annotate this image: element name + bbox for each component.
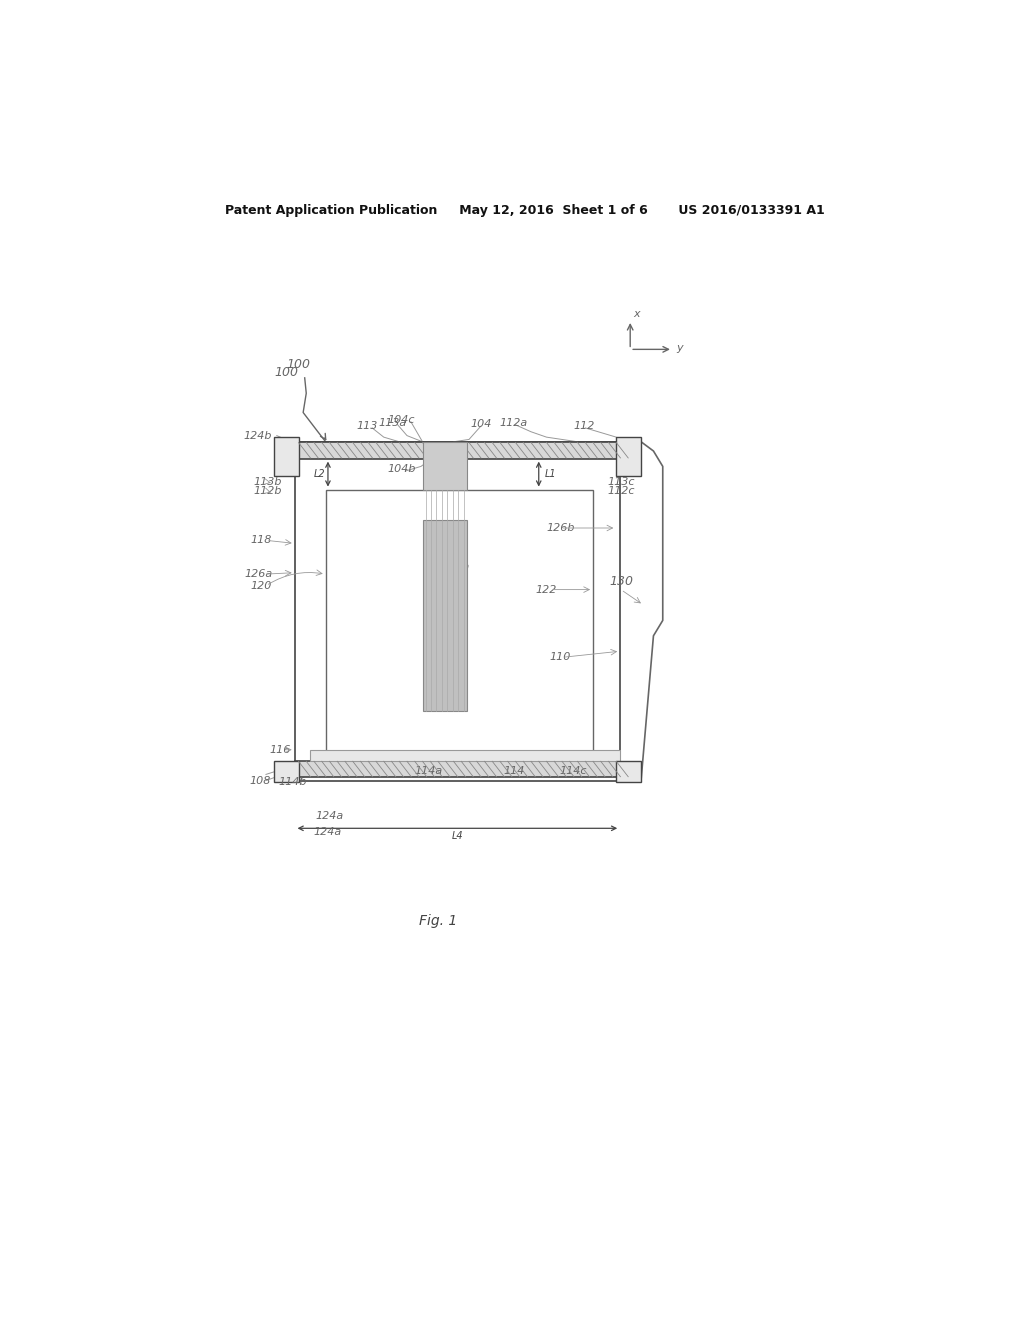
Bar (616, 760, 641, 781)
Text: 113: 113 (356, 421, 378, 432)
Text: 126a: 126a (244, 569, 272, 579)
Text: 118: 118 (251, 536, 272, 545)
Bar (616, 437, 641, 475)
Text: 130: 130 (609, 576, 633, 589)
Bar (423, 442, 467, 490)
Text: 122: 122 (536, 585, 557, 594)
Text: 104b: 104b (387, 465, 416, 474)
Text: 104a: 104a (441, 561, 470, 572)
Text: 102: 102 (437, 638, 462, 649)
Text: 113b: 113b (253, 477, 282, 487)
Text: Patent Application Publication     May 12, 2016  Sheet 1 of 6       US 2016/0133: Patent Application Publication May 12, 2… (225, 205, 824, 218)
Text: 104: 104 (471, 418, 493, 429)
Text: 113c: 113c (607, 477, 635, 487)
Text: 112a: 112a (499, 418, 527, 428)
Text: L4: L4 (452, 832, 463, 841)
Bar (310, 750, 621, 760)
Text: 114: 114 (503, 766, 524, 776)
Text: y: y (677, 343, 683, 352)
Text: 116: 116 (269, 744, 291, 755)
Text: 104c: 104c (387, 416, 415, 425)
Text: 110: 110 (550, 652, 571, 663)
Text: 108: 108 (249, 776, 270, 785)
Text: 114c: 114c (560, 766, 588, 776)
Text: L1: L1 (545, 469, 557, 479)
Text: 112b: 112b (253, 486, 282, 496)
Text: 100: 100 (274, 366, 299, 379)
Text: L2: L2 (314, 469, 326, 479)
Text: 124b: 124b (244, 430, 272, 441)
Text: 120: 120 (251, 581, 272, 591)
Text: x: x (633, 309, 640, 319)
Bar (423, 520, 467, 711)
Text: 100: 100 (287, 358, 311, 371)
Text: 124a: 124a (313, 828, 342, 837)
Bar (295, 442, 621, 459)
Text: Fig. 1: Fig. 1 (419, 913, 457, 928)
Bar (273, 437, 299, 475)
Text: 126b: 126b (546, 523, 574, 533)
Bar (295, 760, 621, 777)
Text: 114a: 114a (415, 766, 442, 776)
Bar (326, 490, 593, 775)
Text: 112: 112 (573, 421, 594, 432)
Text: 113a: 113a (379, 418, 408, 428)
Bar (273, 760, 299, 781)
Text: 112c: 112c (607, 486, 635, 496)
Text: 114b: 114b (279, 777, 306, 787)
Text: 124a: 124a (315, 810, 344, 821)
Bar (295, 442, 621, 780)
